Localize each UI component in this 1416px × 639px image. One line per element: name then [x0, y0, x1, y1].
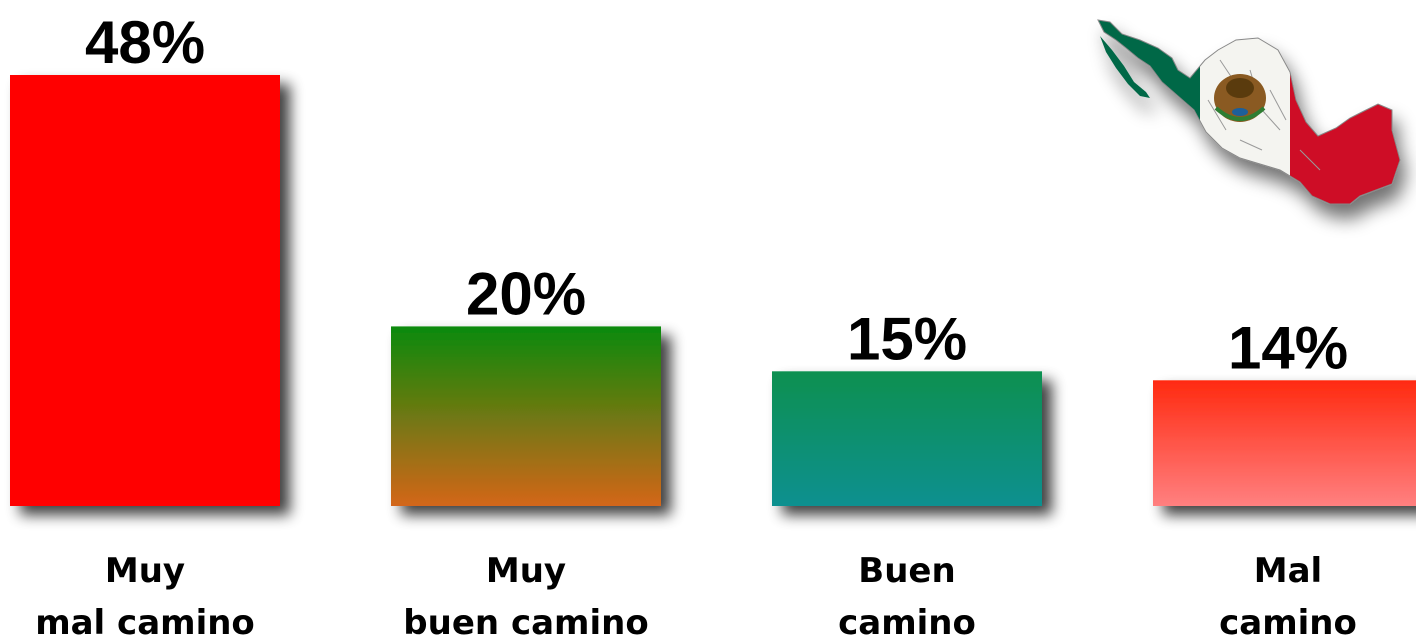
value-labels-layer: 48% 20% 15% 14%: [85, 9, 1348, 381]
baja-peninsula: [1100, 36, 1150, 98]
bars-layer: [10, 75, 1416, 506]
bar-0: [10, 75, 280, 506]
category-label-1-line-1: buen camino: [403, 603, 648, 639]
category-label-3-line-0: Mal: [1254, 551, 1322, 591]
category-label-1-line-0: Muy: [486, 551, 566, 591]
value-label-2: 15%: [847, 305, 967, 372]
eagle-emblem-icon: [1214, 74, 1266, 122]
value-label-1: 20%: [466, 260, 586, 327]
value-label-0: 48%: [85, 9, 205, 76]
mexico-flag-map-icon: [1097, 19, 1401, 205]
value-label-3: 14%: [1228, 314, 1348, 381]
category-labels-layer: Muy mal camino Muy buen camino Buen camino Mal…: [35, 551, 1357, 639]
category-label-0-line-0: Muy: [105, 551, 185, 591]
flag-green-stripe: [1098, 20, 1200, 204]
bar-2: [772, 371, 1042, 506]
bar-3: [1153, 380, 1416, 506]
category-label-3-line-1: camino: [1219, 603, 1357, 639]
category-label-0-line-1: mal camino: [35, 603, 255, 639]
bar-1: [391, 326, 661, 506]
mexico-outline: [1097, 19, 1401, 205]
category-label-2-line-0: Buen: [858, 551, 955, 591]
category-label-2-line-1: camino: [838, 603, 976, 639]
